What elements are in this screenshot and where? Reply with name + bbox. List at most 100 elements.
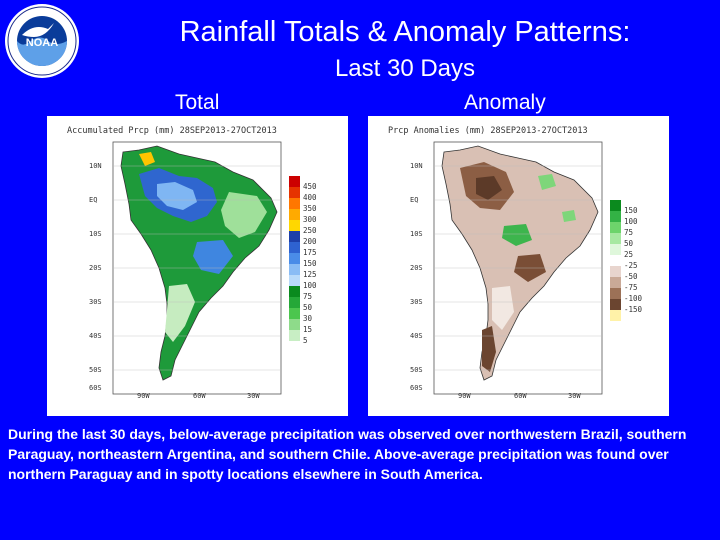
legend-label: 150: [624, 206, 638, 215]
legend-swatch: [289, 275, 300, 286]
total-lat-tick: 30S: [89, 298, 102, 306]
summary-text: During the last 30 days, below-average p…: [8, 426, 687, 482]
legend-swatch: [610, 233, 621, 244]
legend-label: 75: [624, 228, 634, 237]
total-lon-tick: 30W: [247, 392, 260, 400]
legend-swatch: [289, 308, 300, 319]
legend-label: 175: [303, 248, 317, 257]
total-map-graphic: [112, 141, 282, 395]
legend-swatch: [289, 253, 300, 264]
legend-swatch: [610, 244, 621, 255]
total-lat-tick: 60S: [89, 384, 102, 392]
legend-label: 100: [303, 281, 317, 290]
total-moderate-south-brazil: [193, 240, 233, 274]
legend-swatch: [289, 176, 300, 187]
legend-swatch: [610, 299, 621, 310]
legend-swatch: [610, 222, 621, 233]
anomaly-wet-spots: [538, 174, 576, 222]
anomaly-near-normal-argentina: [492, 286, 514, 330]
legend-label: 75: [303, 292, 313, 301]
legend-label: 25: [624, 250, 634, 259]
total-lat-tick: 50S: [89, 366, 102, 374]
legend-swatch: [289, 220, 300, 231]
legend-label: 50: [624, 239, 634, 248]
legend-swatch: [610, 277, 621, 288]
total-light-argentina: [165, 284, 195, 342]
page-subtitle: Last 30 Days: [334, 55, 476, 82]
legend-label: 125: [303, 270, 317, 279]
page-title: Rainfall Totals & Anomaly Patterns:: [179, 16, 631, 48]
total-lat-tick: 20S: [89, 264, 102, 272]
anomaly-map-graphic: [433, 141, 603, 395]
legend-label: 5: [303, 336, 308, 345]
total-legend: 450 400 350 300 250 200 175 150 125 100 75 50 30 15 5: [289, 176, 317, 345]
anomaly-panel-label: Anomaly: [464, 91, 546, 114]
legend-swatch: [610, 211, 621, 222]
anomaly-map-title: Prcp Anomalies (mm) 28SEP2013-27OCT2013: [388, 126, 588, 136]
legend-label: 50: [303, 303, 313, 312]
total-lon-tick: 60W: [193, 392, 206, 400]
legend-label: 100: [624, 217, 638, 226]
legend-swatch: [610, 288, 621, 299]
legend-label: 250: [303, 226, 317, 235]
legend-label: 450: [303, 182, 317, 191]
legend-label: -25: [624, 261, 638, 270]
legend-swatch: [289, 286, 300, 297]
legend-swatch: [610, 200, 621, 211]
legend-swatch: [289, 242, 300, 253]
total-panel-label: Total: [175, 91, 220, 114]
legend-swatch: [610, 310, 621, 321]
total-map-title: Accumulated Prcp (mm) 28SEP2013-27OCT201…: [67, 126, 277, 136]
legend-label: -75: [624, 283, 638, 292]
legend-swatch: [289, 319, 300, 330]
total-dry-north: [139, 152, 155, 166]
anomaly-wet-north-paraguay: [502, 224, 532, 246]
legend-swatch: [289, 330, 300, 341]
total-heavy-rain-core: [157, 182, 197, 210]
total-lon-tick: 90W: [137, 392, 150, 400]
legend-swatch: [289, 231, 300, 242]
total-lat-gridlines: [113, 165, 281, 371]
total-lat-tick: 10N: [89, 162, 102, 170]
legend-label: -150: [624, 305, 643, 314]
anomaly-dry-core: [476, 176, 502, 200]
anomaly-dry-south-chile: [482, 326, 496, 372]
anomaly-lat-gridlines: [434, 165, 602, 371]
legend-swatch: [610, 266, 621, 277]
legend-swatch: [289, 209, 300, 220]
legend-label: 30: [303, 314, 313, 323]
legend-label: 200: [303, 237, 317, 246]
noaa-logo: NOAA: [4, 3, 80, 79]
anomaly-lat-tick: 10N: [410, 162, 423, 170]
total-lat-tick: EQ: [89, 196, 98, 204]
legend-swatch: [289, 198, 300, 209]
legend-swatch: [610, 255, 621, 266]
legend-label: 300: [303, 215, 317, 224]
anomaly-lat-tick: 30S: [410, 298, 423, 306]
total-lat-tick: 40S: [89, 332, 102, 340]
anomaly-lon-tick: 60W: [514, 392, 527, 400]
legend-label: 150: [303, 259, 317, 268]
legend-swatch: [289, 264, 300, 275]
legend-swatch: [289, 187, 300, 198]
anomaly-lat-tick: 50S: [410, 366, 423, 374]
anomaly-lat-tick: 40S: [410, 332, 423, 340]
total-map-panel: Accumulated Prcp (mm) 28SEP2013-27OCT201…: [47, 116, 348, 416]
total-lat-tick: 10S: [89, 230, 102, 238]
legend-label: 15: [303, 325, 313, 334]
noaa-logo-icon: NOAA: [5, 4, 79, 78]
anomaly-lon-tick: 30W: [568, 392, 581, 400]
legend-label: 400: [303, 193, 317, 202]
total-dry-east-brazil: [221, 192, 267, 238]
legend-label: -100: [624, 294, 643, 303]
legend-label: -50: [624, 272, 638, 281]
anomaly-lat-tick: 60S: [410, 384, 423, 392]
anomaly-legend: 150 100 75 50 25 -25 -50 -75 -100 -150: [610, 200, 642, 321]
anomaly-lat-tick: EQ: [410, 196, 419, 204]
anomaly-lat-tick: 10S: [410, 230, 423, 238]
anomaly-lon-tick: 90W: [458, 392, 471, 400]
legend-swatch: [289, 297, 300, 308]
anomaly-lat-tick: 20S: [410, 264, 423, 272]
legend-label: 350: [303, 204, 317, 213]
noaa-logo-text: NOAA: [26, 37, 58, 49]
